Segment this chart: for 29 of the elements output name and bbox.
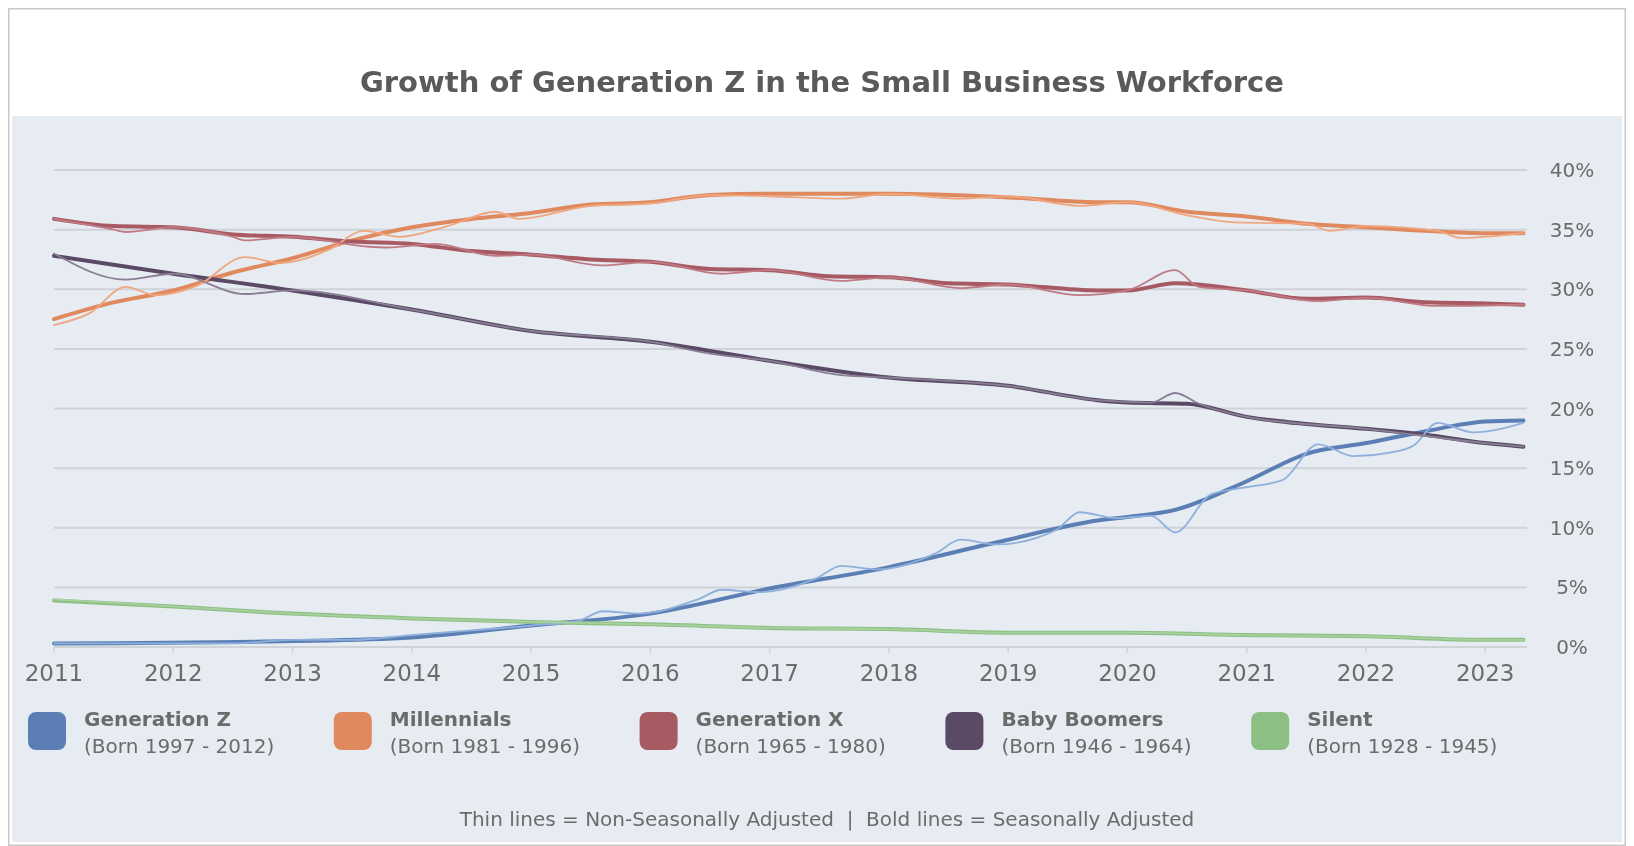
legend-label: Generation X (Born 1965 - 1980) (695, 707, 886, 758)
text: Thin lines = Non-Seasonally Adjusted | Bold lines = Seasonally Adjusted (458, 807, 1195, 831)
legend-label: Silent (Born 1928 - 1945) (1307, 707, 1498, 758)
x-tick-label: 2018 (859, 660, 919, 686)
legend-label: Generation Z (Born 1997 - 2012) (84, 707, 275, 758)
y-tick-label: 0% (1556, 635, 1588, 659)
x-tick-label: 2020 (1098, 660, 1157, 686)
y-tick-label: 25% (1549, 336, 1595, 361)
y-tick-label: 5% (1556, 575, 1588, 600)
x-tick-label: 2013 (263, 660, 322, 686)
legend-label: Millennials (Born 1981 - 1996) (389, 707, 580, 758)
y-tick-label: 35% (1549, 217, 1595, 242)
y-tick-label: 40% (1549, 158, 1595, 182)
x-tick-label: 2019 (978, 660, 1038, 686)
legend-label: Baby Boomers (Born 1946 - 1964) (1001, 707, 1192, 758)
x-tick-label: 2023 (1455, 660, 1515, 686)
x-tick-label: 2011 (24, 660, 84, 686)
x-tick-label: 2015 (501, 660, 561, 686)
y-tick-label: 10% (1549, 515, 1595, 540)
y-tick-label: 15% (1549, 456, 1595, 481)
x-tick-label: 2022 (1336, 660, 1396, 686)
x-tick-label: 2021 (1217, 660, 1276, 686)
x-tick-label: 2014 (382, 660, 442, 686)
x-tick-label: 2016 (621, 660, 680, 686)
x-tick-label: 2012 (144, 660, 203, 686)
y-tick-label: 20% (1549, 396, 1595, 421)
chart-title: Growth of Generation Z in the Small Business Workforce (360, 65, 1284, 99)
y-tick-label: 30% (1549, 277, 1595, 302)
x-tick-label: 2017 (740, 660, 799, 686)
